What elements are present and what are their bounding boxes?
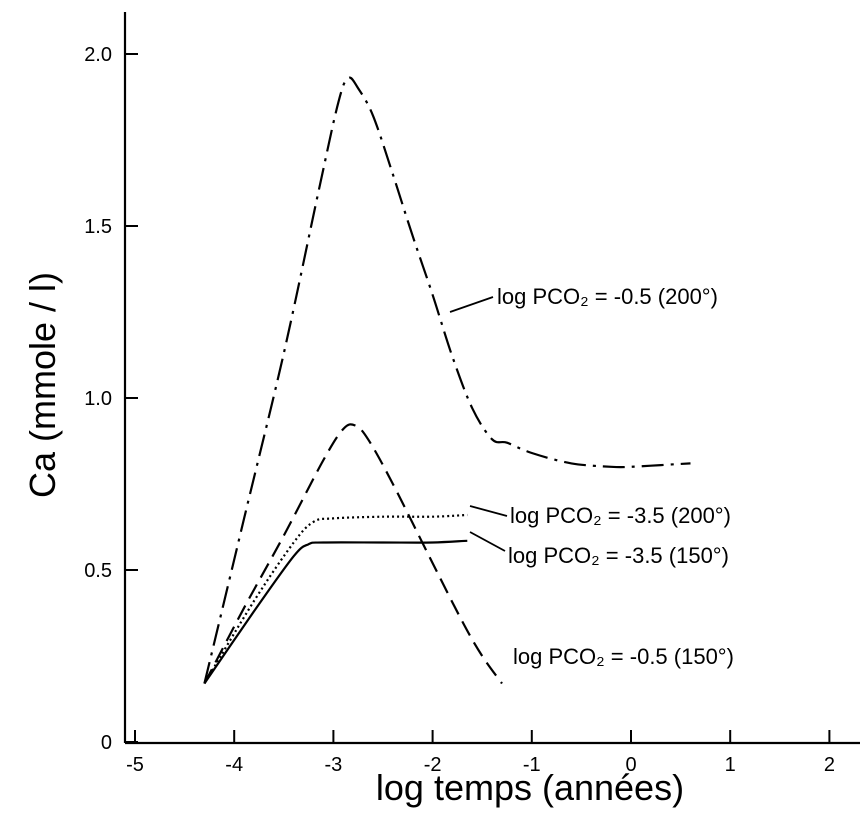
annotations: log PCO₂ = -0.5 (200°) log PCO₂ = -3.5 (… bbox=[497, 284, 734, 669]
leader-line-2 bbox=[469, 505, 508, 517]
y-axis-title: Ca (mmole / l) bbox=[22, 272, 63, 498]
x-tick-label-1: -4 bbox=[225, 754, 243, 776]
y-tick-label-4: 2.0 bbox=[84, 44, 112, 66]
y-ticks: 0 0.5 1.0 1.5 2.0 bbox=[84, 44, 138, 754]
y-tick-label-1: 0.5 bbox=[84, 560, 112, 582]
annotation-series-3: log PCO₂ = -3.5 (150°) bbox=[508, 543, 729, 568]
x-axis-title: log temps (années) bbox=[376, 767, 684, 808]
axes bbox=[123, 12, 860, 745]
x-tick-label-5: 0 bbox=[625, 754, 636, 776]
y-tick-label-0: 0 bbox=[101, 732, 112, 754]
x-tick-label-2: -3 bbox=[325, 754, 343, 776]
annotation-series-2: log PCO₂ = -3.5 (200°) bbox=[510, 503, 731, 528]
y-tick-label-3: 1.5 bbox=[84, 216, 112, 238]
leader-line-3 bbox=[469, 531, 506, 552]
leader-lines bbox=[449, 296, 508, 552]
series-layer bbox=[203, 76, 691, 685]
annotation-series-1: log PCO₂ = -0.5 (150°) bbox=[513, 644, 734, 669]
series-line-3 bbox=[203, 539, 468, 685]
leader-line-0 bbox=[449, 296, 494, 313]
x-tick-label-4: -1 bbox=[523, 754, 541, 776]
x-tick-label-6: 1 bbox=[725, 754, 736, 776]
x-tick-label-7: 2 bbox=[824, 754, 835, 776]
series-line-0 bbox=[203, 76, 691, 684]
x-ticks: -5 -4 -3 -2 -1 0 1 2 bbox=[126, 730, 835, 776]
x-tick-label-3: -2 bbox=[424, 754, 442, 776]
series-line-1 bbox=[203, 423, 503, 685]
x-tick-label-0: -5 bbox=[126, 754, 144, 776]
series-line-2 bbox=[203, 513, 468, 685]
annotation-series-0: log PCO₂ = -0.5 (200°) bbox=[497, 284, 718, 309]
y-tick-label-2: 1.0 bbox=[84, 388, 112, 410]
